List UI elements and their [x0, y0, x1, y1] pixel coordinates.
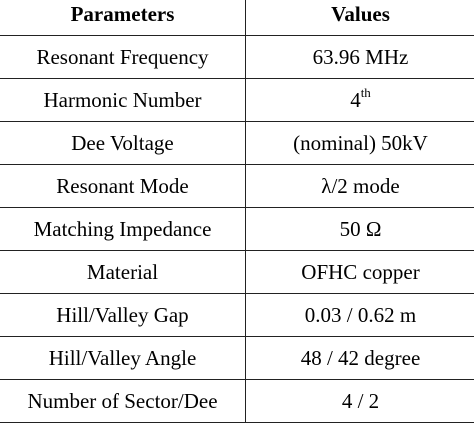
- header-row: Parameters Values: [0, 0, 474, 36]
- value-cell: 4th: [246, 79, 474, 122]
- value-text: 4: [350, 88, 361, 112]
- table-row: Material OFHC copper: [0, 251, 474, 294]
- table-row: Number of Sector/Dee 4 / 2: [0, 380, 474, 423]
- value-cell: OFHC copper: [246, 251, 474, 294]
- table-row: Hill/Valley Angle 48 / 42 degree: [0, 337, 474, 380]
- parameter-cell: Number of Sector/Dee: [0, 380, 246, 423]
- value-cell: (nominal) 50kV: [246, 122, 474, 165]
- table-row: Dee Voltage (nominal) 50kV: [0, 122, 474, 165]
- value-cell: 48 / 42 degree: [246, 337, 474, 380]
- header-values: Values: [246, 0, 474, 36]
- table-row: Resonant Frequency 63.96 MHz: [0, 36, 474, 79]
- value-cell: 63.96 MHz: [246, 36, 474, 79]
- table-row: Hill/Valley Gap 0.03 / 0.62 m: [0, 294, 474, 337]
- parameter-cell: Resonant Frequency: [0, 36, 246, 79]
- parameter-cell: Hill/Valley Angle: [0, 337, 246, 380]
- value-superscript: th: [361, 85, 371, 100]
- parameter-cell: Matching Impedance: [0, 208, 246, 251]
- table-row: Matching Impedance 50 Ω: [0, 208, 474, 251]
- header-parameters: Parameters: [0, 0, 246, 36]
- table-row: Resonant Mode λ/2 mode: [0, 165, 474, 208]
- value-cell: λ/2 mode: [246, 165, 474, 208]
- table-row: Harmonic Number 4th: [0, 79, 474, 122]
- value-cell: 50 Ω: [246, 208, 474, 251]
- parameter-cell: Material: [0, 251, 246, 294]
- parameter-cell: Hill/Valley Gap: [0, 294, 246, 337]
- parameter-cell: Dee Voltage: [0, 122, 246, 165]
- value-cell: 4 / 2: [246, 380, 474, 423]
- parameter-cell: Resonant Mode: [0, 165, 246, 208]
- parameter-cell: Harmonic Number: [0, 79, 246, 122]
- value-cell: 0.03 / 0.62 m: [246, 294, 474, 337]
